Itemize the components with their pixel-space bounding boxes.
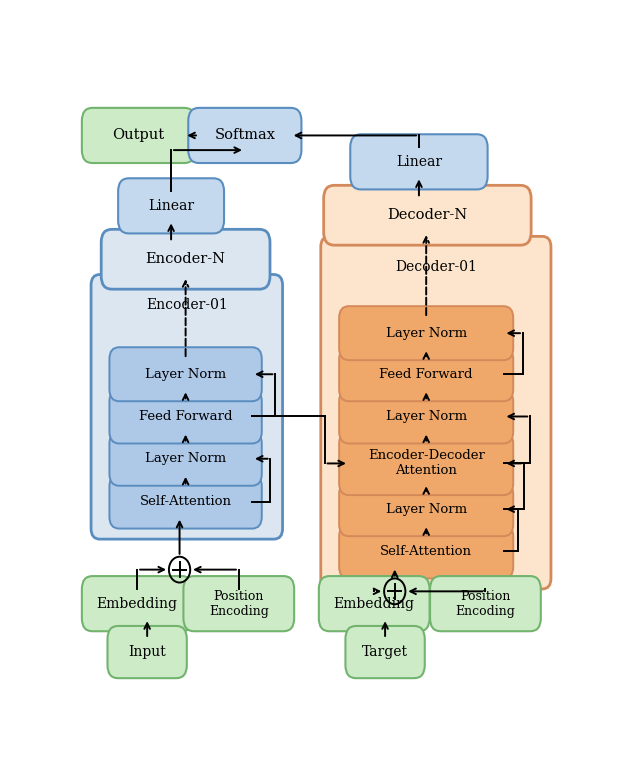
Text: Linear: Linear <box>396 155 442 169</box>
Text: Layer Norm: Layer Norm <box>386 410 467 423</box>
FancyBboxPatch shape <box>339 347 513 402</box>
Text: Decoder-N: Decoder-N <box>388 208 467 223</box>
FancyBboxPatch shape <box>346 626 425 678</box>
FancyBboxPatch shape <box>109 389 262 443</box>
Text: Output: Output <box>112 129 165 142</box>
Text: Target: Target <box>362 645 408 659</box>
Text: Layer Norm: Layer Norm <box>145 368 226 381</box>
FancyBboxPatch shape <box>109 432 262 485</box>
FancyBboxPatch shape <box>118 178 224 233</box>
Text: Embedding: Embedding <box>97 597 178 610</box>
FancyBboxPatch shape <box>324 185 531 245</box>
Text: Feed Forward: Feed Forward <box>139 410 232 423</box>
FancyBboxPatch shape <box>109 475 262 529</box>
Text: Position
Encoding: Position Encoding <box>209 590 269 618</box>
FancyBboxPatch shape <box>101 229 270 289</box>
FancyBboxPatch shape <box>183 576 294 631</box>
FancyBboxPatch shape <box>91 274 283 539</box>
Text: Layer Norm: Layer Norm <box>386 327 467 340</box>
Text: Layer Norm: Layer Norm <box>145 452 226 466</box>
FancyBboxPatch shape <box>339 482 513 536</box>
FancyBboxPatch shape <box>339 389 513 443</box>
Text: Position
Encoding: Position Encoding <box>456 590 515 618</box>
Text: Self-Attention: Self-Attention <box>380 545 472 558</box>
FancyBboxPatch shape <box>339 306 513 360</box>
FancyBboxPatch shape <box>430 576 541 631</box>
Text: Embedding: Embedding <box>334 597 415 610</box>
FancyBboxPatch shape <box>319 576 429 631</box>
Text: Decoder-01: Decoder-01 <box>395 260 477 274</box>
Text: Layer Norm: Layer Norm <box>386 503 467 516</box>
FancyBboxPatch shape <box>107 626 187 678</box>
Text: Encoder-01: Encoder-01 <box>146 298 228 312</box>
FancyBboxPatch shape <box>82 108 195 163</box>
Text: Linear: Linear <box>148 199 194 213</box>
FancyBboxPatch shape <box>339 524 513 578</box>
FancyBboxPatch shape <box>109 347 262 402</box>
FancyBboxPatch shape <box>82 576 193 631</box>
Text: Feed Forward: Feed Forward <box>379 368 473 381</box>
Text: Encoder-Decoder
Attention: Encoder-Decoder Attention <box>368 450 485 478</box>
Text: Encoder-N: Encoder-N <box>145 252 226 266</box>
FancyBboxPatch shape <box>339 432 513 495</box>
Text: Self-Attention: Self-Attention <box>140 495 232 508</box>
FancyBboxPatch shape <box>350 134 487 190</box>
FancyBboxPatch shape <box>321 236 551 589</box>
Text: Input: Input <box>129 645 166 659</box>
FancyBboxPatch shape <box>188 108 301 163</box>
Text: Softmax: Softmax <box>214 129 275 142</box>
